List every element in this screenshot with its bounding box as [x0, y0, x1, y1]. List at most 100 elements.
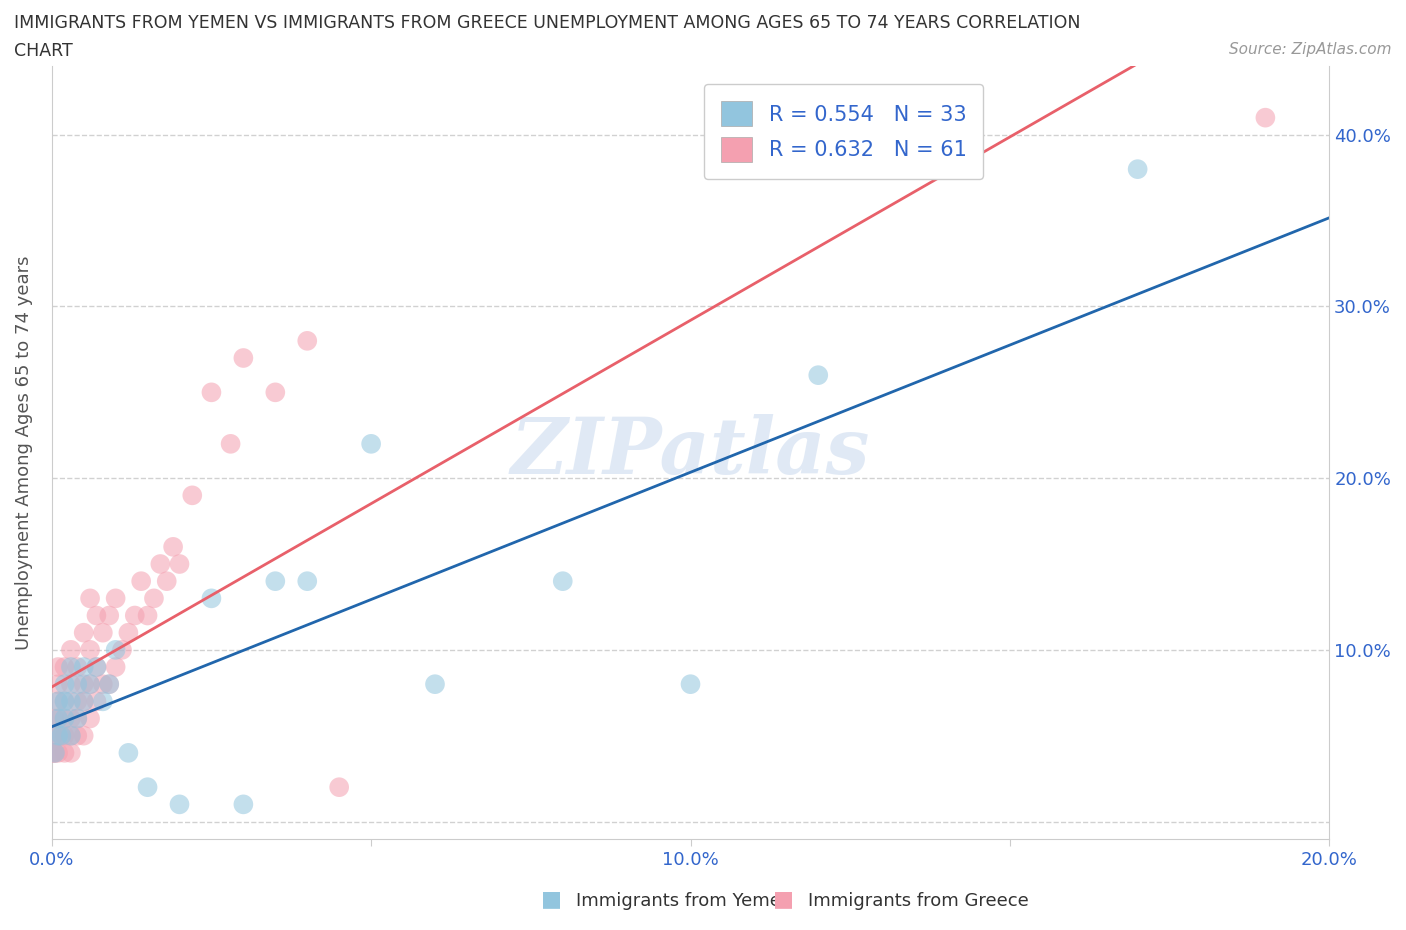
Point	[73, 694, 96, 709]
Point	[264, 385, 287, 400]
Point	[53, 694, 76, 709]
Point	[200, 591, 222, 605]
Point	[117, 746, 139, 761]
Point	[232, 351, 254, 365]
Point	[86, 694, 108, 709]
Point	[169, 556, 191, 571]
Point	[98, 608, 121, 623]
Legend: R = 0.554   N = 33, R = 0.632   N = 61: R = 0.554 N = 33, R = 0.632 N = 61	[704, 85, 983, 179]
Point	[551, 574, 574, 589]
Point	[98, 677, 121, 692]
Point	[44, 711, 66, 726]
Point	[807, 367, 830, 382]
Text: Source: ZipAtlas.com: Source: ZipAtlas.com	[1229, 42, 1392, 57]
Point	[328, 779, 350, 794]
Point	[86, 608, 108, 623]
Point	[86, 659, 108, 674]
Point	[91, 694, 114, 709]
Point	[66, 711, 89, 726]
Point	[86, 659, 108, 674]
Point	[66, 677, 89, 692]
Text: CHART: CHART	[14, 42, 73, 60]
Point	[46, 711, 69, 726]
Point	[79, 677, 101, 692]
Point	[91, 677, 114, 692]
Point	[149, 556, 172, 571]
Point	[59, 746, 82, 761]
Point	[53, 677, 76, 692]
Point	[46, 694, 69, 709]
Point	[44, 746, 66, 761]
Point	[53, 746, 76, 761]
Point	[264, 574, 287, 589]
Point	[66, 711, 89, 726]
Point	[136, 779, 159, 794]
Point	[136, 608, 159, 623]
Point	[46, 694, 69, 709]
Point	[51, 728, 73, 743]
Point	[142, 591, 165, 605]
Point	[46, 711, 69, 726]
Text: ZIPatlas: ZIPatlas	[510, 414, 870, 491]
Point	[1254, 111, 1277, 126]
Point	[156, 574, 179, 589]
Text: IMMIGRANTS FROM YEMEN VS IMMIGRANTS FROM GREECE UNEMPLOYMENT AMONG AGES 65 TO 74: IMMIGRANTS FROM YEMEN VS IMMIGRANTS FROM…	[14, 14, 1081, 32]
Point	[46, 746, 69, 761]
Point	[679, 677, 702, 692]
Point	[91, 625, 114, 640]
Point	[59, 728, 82, 743]
Point	[79, 643, 101, 658]
Text: Immigrants from Yemen: Immigrants from Yemen	[576, 892, 793, 910]
Point	[59, 694, 82, 709]
Point	[66, 694, 89, 709]
Point	[59, 728, 82, 743]
Point	[124, 608, 146, 623]
Point	[59, 659, 82, 674]
Point	[129, 574, 152, 589]
Point	[111, 643, 134, 658]
Point	[53, 659, 76, 674]
Point	[44, 746, 66, 761]
Point	[98, 677, 121, 692]
Point	[59, 677, 82, 692]
Point	[73, 659, 96, 674]
Point	[53, 694, 76, 709]
Point	[232, 797, 254, 812]
Point	[73, 625, 96, 640]
Point	[46, 659, 69, 674]
Point	[297, 333, 319, 348]
Text: ■: ■	[541, 889, 562, 910]
Point	[297, 574, 319, 589]
Point	[104, 643, 127, 658]
Point	[79, 711, 101, 726]
Point	[117, 625, 139, 640]
Point	[79, 677, 101, 692]
Point	[200, 385, 222, 400]
Text: ■: ■	[773, 889, 794, 910]
Point	[162, 539, 184, 554]
Point	[66, 659, 89, 674]
Point	[360, 436, 382, 451]
Point	[66, 728, 89, 743]
Point	[53, 711, 76, 726]
Point	[219, 436, 242, 451]
Point	[42, 728, 65, 743]
Point	[1126, 162, 1149, 177]
Text: Immigrants from Greece: Immigrants from Greece	[808, 892, 1029, 910]
Point	[53, 711, 76, 726]
Y-axis label: Unemployment Among Ages 65 to 74 years: Unemployment Among Ages 65 to 74 years	[15, 255, 32, 650]
Point	[73, 694, 96, 709]
Point	[104, 659, 127, 674]
Point	[46, 728, 69, 743]
Point	[44, 746, 66, 761]
Point	[169, 797, 191, 812]
Point	[104, 591, 127, 605]
Point	[73, 728, 96, 743]
Point	[181, 488, 204, 503]
Point	[423, 677, 446, 692]
Point	[53, 728, 76, 743]
Point	[46, 677, 69, 692]
Point	[73, 677, 96, 692]
Point	[51, 728, 73, 743]
Point	[42, 746, 65, 761]
